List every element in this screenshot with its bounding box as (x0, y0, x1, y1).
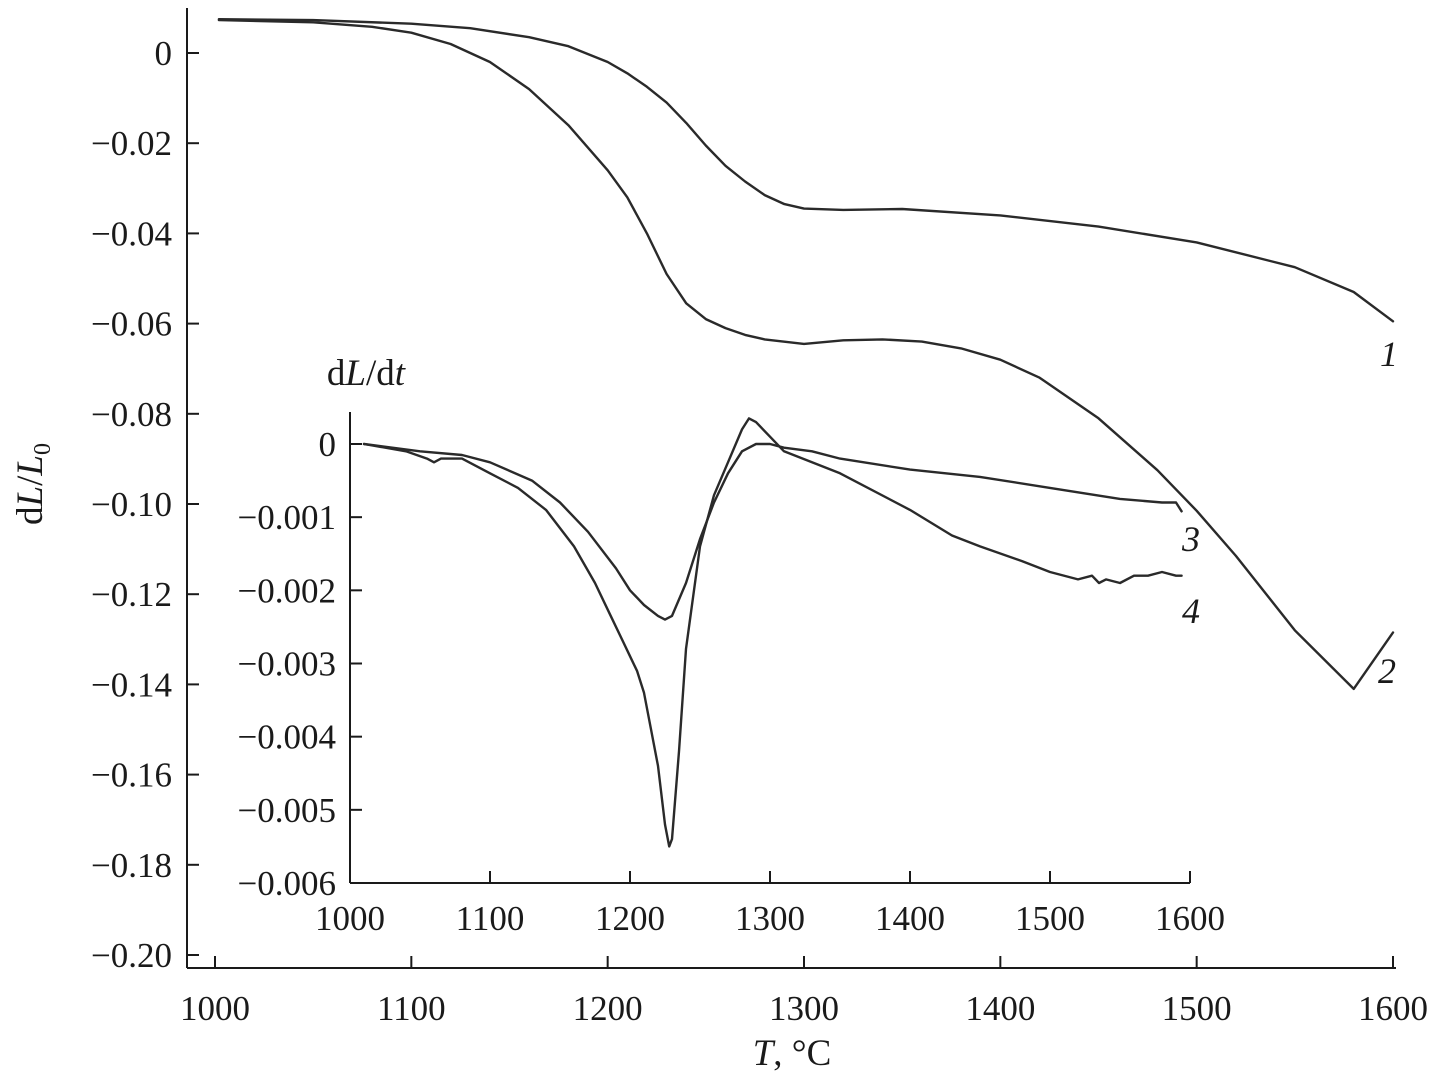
inset-y-tick-label: −0.001 (238, 498, 337, 537)
main-axes (186, 8, 1396, 969)
inset-y-tick-label: −0.006 (238, 864, 337, 903)
main-y-tick-label: −0.18 (91, 846, 172, 885)
main-y-tick-label: −0.08 (91, 395, 172, 434)
main-x-tick-label: 1200 (573, 989, 643, 1028)
main-y-tick-label: −0.20 (91, 936, 172, 975)
main-y-tick-label: −0.14 (91, 665, 172, 704)
main-x-tick-label: 1600 (1358, 989, 1428, 1028)
main-y-tick-label: −0.16 (91, 756, 172, 795)
inset-y-tick-label: −0.004 (238, 718, 337, 757)
main-y-tick-label: −0.02 (91, 124, 172, 163)
curve-label-3: 3 (1181, 519, 1200, 559)
inset-x-tick-label: 1500 (1015, 899, 1085, 938)
main-x-tick-label: 1500 (1162, 989, 1232, 1028)
inset-y-tick-label: −0.003 (238, 645, 337, 684)
inset-ticks: 1000 1100 1200 1300 1400 1500 1600 0 −0.001 −0.00… (238, 425, 1226, 938)
inset-y-tick-label: −0.005 (238, 791, 337, 830)
main-x-tick-label: 1400 (965, 989, 1035, 1028)
main-x-tick-label: 1100 (377, 989, 446, 1028)
series-line-1 (217, 18, 1395, 323)
inset-series (362, 417, 1183, 848)
curve-label-4: 4 (1182, 591, 1200, 631)
main-y-tick-label: −0.04 (91, 214, 172, 253)
main-y-tick-label: −0.12 (91, 575, 172, 614)
main-x-axis-title: T, °C (753, 1033, 832, 1074)
inset-y-tick-label: −0.002 (238, 571, 337, 610)
inset-y-axis-title: dL/dt (327, 353, 407, 394)
inset-y-tick-label: 0 (319, 425, 337, 464)
main-x-tick-label: 1300 (769, 989, 839, 1028)
main-y-tick-label: −0.10 (91, 485, 172, 524)
series-line-4 (362, 417, 1183, 848)
main-series (217, 18, 1395, 691)
main-x-tick-label: 1000 (180, 989, 250, 1028)
inset-x-tick-label: 1200 (595, 899, 665, 938)
inset-x-tick-label: 1400 (875, 899, 945, 938)
inset-x-tick-label: 1000 (315, 899, 385, 938)
main-y-tick-label: −0.06 (91, 305, 172, 344)
main-ticks: 1000 1100 1200 1300 1400 1500 1600 0 −0.02 −0.04 −… (91, 34, 1428, 1028)
curve-label-2: 2 (1378, 651, 1396, 691)
series-line-2 (217, 18, 1395, 691)
inset-x-tick-label: 1300 (735, 899, 805, 938)
main-y-tick-label: 0 (155, 34, 173, 73)
curve-label-1: 1 (1380, 334, 1398, 374)
inset-x-tick-label: 1100 (456, 899, 525, 938)
inset-x-tick-label: 1600 (1155, 899, 1225, 938)
main-y-axis-title: dL/L0 (10, 443, 56, 525)
inset-axes (349, 412, 1190, 884)
